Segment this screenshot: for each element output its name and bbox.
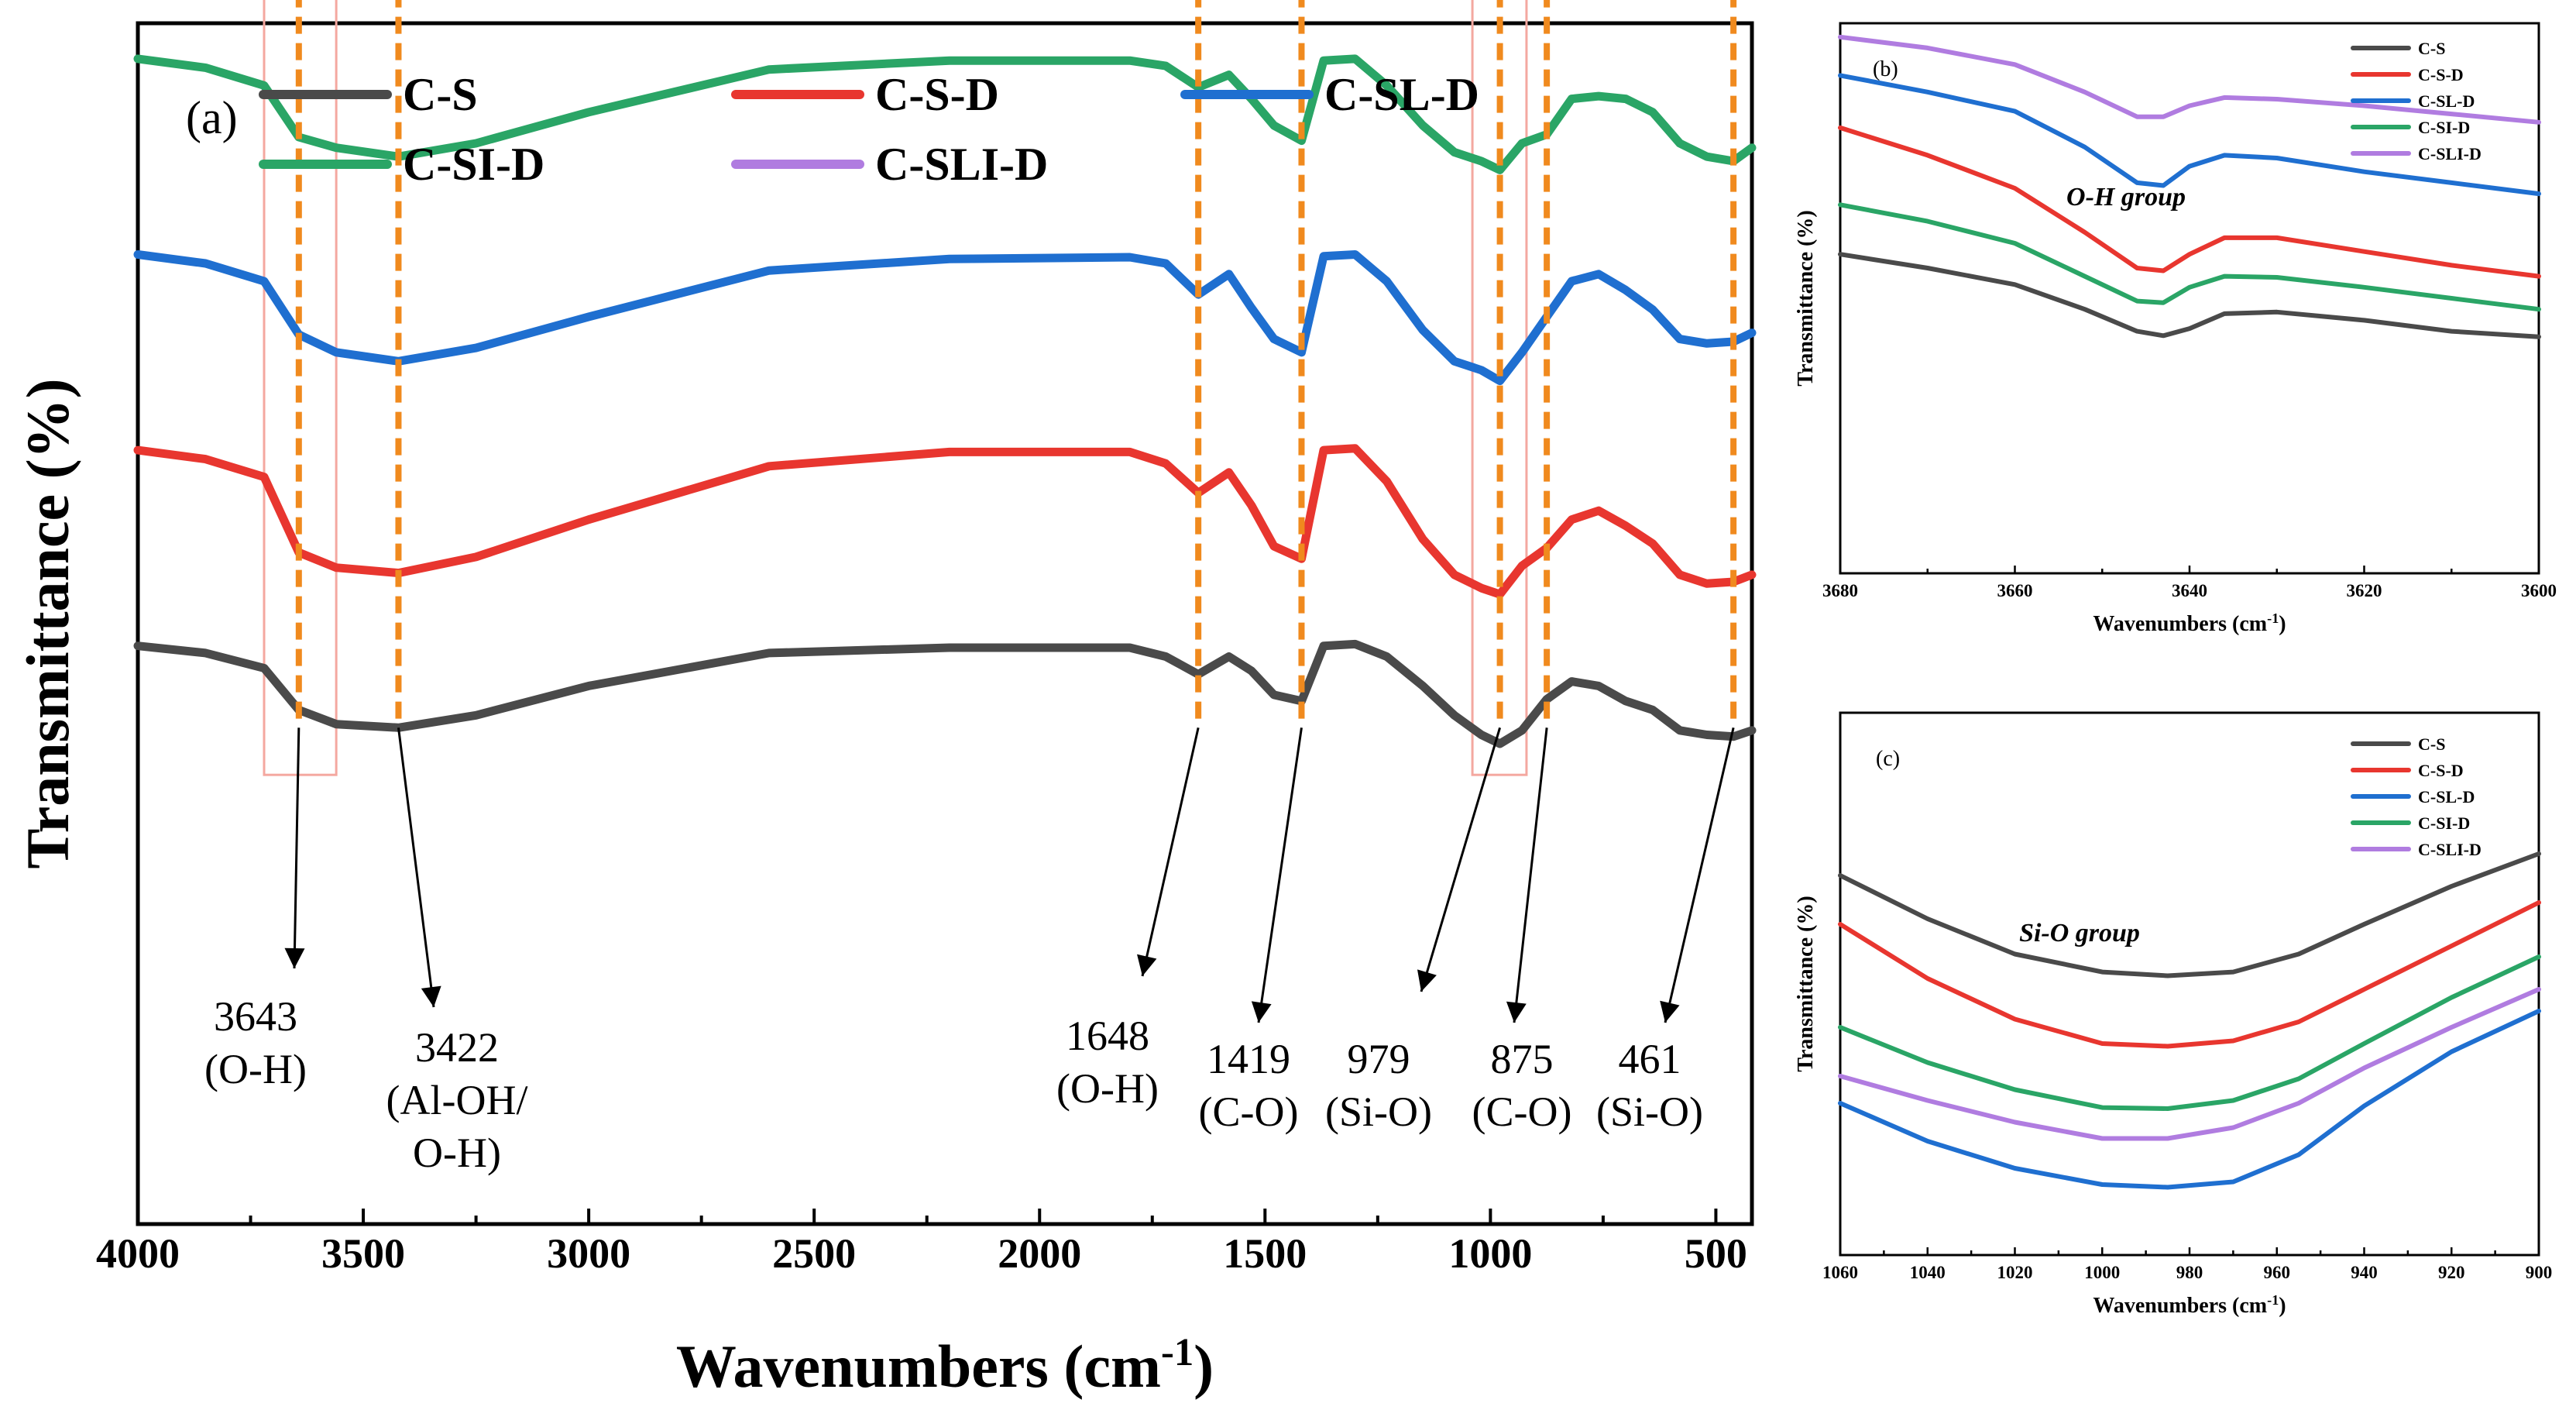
x-tick-label: 1040 <box>1910 1263 1946 1282</box>
panel-label-a: (a) <box>186 92 238 143</box>
panel-label-b: (b) <box>1873 57 1898 81</box>
legend-label: C-S <box>403 69 478 120</box>
x-tick-label: 2000 <box>998 1230 1081 1277</box>
x-tick-label: 3500 <box>321 1230 405 1277</box>
peak-wavenumber-label: 875 <box>1491 1036 1554 1082</box>
peak-wavenumber-label: 3422 <box>415 1024 499 1071</box>
x-tick-label: 960 <box>2264 1263 2291 1282</box>
annotation-arrow <box>397 727 435 1008</box>
x-tick-label: 3000 <box>547 1230 630 1277</box>
group-annotation: O-H group <box>2066 183 2186 212</box>
x-tick-label: 3680 <box>1822 581 1858 600</box>
panel-a: 4000 3500 3000 2500 2000 1500 1000 500 Wavenumbe… <box>14 0 1757 1400</box>
legend-label: C-S-D <box>875 69 999 120</box>
series-line-c-s <box>133 639 1757 748</box>
peak-wavenumber-label: 1419 <box>1207 1036 1290 1082</box>
legend-label: C-SI-D <box>2418 813 2470 833</box>
series-line-c-s-d <box>133 444 1757 599</box>
legend-label: C-S-D <box>2418 761 2464 780</box>
x-tick-label: 2500 <box>772 1230 856 1277</box>
peak-assignment-label: (Si-O) <box>1596 1088 1703 1135</box>
panel-label-c: (c) <box>1876 747 1900 771</box>
arrow-head-icon <box>1251 1001 1272 1023</box>
legend-label: C-SL-D <box>2418 91 2475 111</box>
arrow-head-icon <box>421 985 441 1007</box>
legend-label: C-S <box>2418 39 2445 58</box>
x-tick-label: 1020 <box>1997 1263 2033 1282</box>
arrow-head-icon <box>1660 1000 1680 1023</box>
x-tick-label: 1000 <box>1448 1230 1532 1277</box>
y-axis-label: Transmittance (%) <box>14 378 81 868</box>
annotation-arrow <box>1420 727 1502 992</box>
series-line-c-s <box>1838 851 2541 978</box>
peak-wavenumber-label: 979 <box>1348 1036 1410 1082</box>
peak-assignment-label: (C-O) <box>1199 1088 1299 1135</box>
highlight-box <box>263 0 338 776</box>
highlight-box <box>1471 0 1528 776</box>
x-tick-label: 3660 <box>1997 581 2033 600</box>
annotation-arrow <box>1141 727 1200 977</box>
peak-assignment-label: (Al-OH/ <box>386 1077 528 1123</box>
series-line-c-sl-d <box>133 250 1757 386</box>
legend-label: C-SI-D <box>403 139 544 190</box>
series-line-c-s-d <box>1838 900 2541 1049</box>
peak-wavenumber-label: 1648 <box>1066 1013 1149 1059</box>
annotation-arrow <box>1257 727 1303 1023</box>
x-tick-label: 3600 <box>2521 581 2557 600</box>
peak-assignment-label: (Si-O) <box>1325 1088 1432 1135</box>
legend-label: C-SL-D <box>2418 787 2475 806</box>
y-axis-label: Transmittance (%) <box>1794 896 1818 1071</box>
legend-label: C-SI-D <box>2418 118 2470 137</box>
panel-c: 1060 1040 1020 1000 980 960 940 920 900 Wavenumbe… <box>1794 711 2553 1318</box>
arrow-head-icon <box>1137 954 1157 976</box>
legend-label: C-SLI-D <box>875 139 1048 190</box>
legend-label: C-S <box>2418 734 2445 754</box>
x-tick-label: 3640 <box>2172 581 2207 600</box>
peak-assignment-label: (O-H) <box>204 1046 307 1092</box>
panel-b: 3680 3660 3640 3620 3600 Wavenumbers (cm-1) Tr… <box>1794 22 2557 636</box>
x-tick-label: 900 <box>2526 1263 2553 1282</box>
x-axis-label: Wavenumbers (cm-1) <box>2093 1292 2286 1318</box>
annotation-arrow <box>1513 727 1548 1023</box>
x-tick-label: 500 <box>1685 1230 1747 1277</box>
annotation-arrow <box>1664 727 1735 1023</box>
legend-label: C-S-D <box>2418 65 2464 84</box>
series-line-c-s-d <box>1838 125 2541 279</box>
x-tick-label: 1060 <box>1822 1263 1858 1282</box>
x-tick-label: 1000 <box>2084 1263 2120 1282</box>
annotation-arrow <box>293 727 301 969</box>
series-line-c-sli-d <box>1838 987 2541 1141</box>
legend-label: C-SL-D <box>1324 69 1479 120</box>
legend-label: C-SLI-D <box>2418 840 2482 859</box>
peak-assignment-label: (O-H) <box>1056 1065 1159 1112</box>
y-axis-label: Transmittance (%) <box>1794 210 1818 386</box>
x-tick-label: 980 <box>2176 1263 2203 1282</box>
peak-assignment-label: (C-O) <box>1472 1088 1572 1135</box>
x-axis-label: Wavenumbers (cm-1) <box>2093 610 2286 636</box>
x-tick-label: 3620 <box>2347 581 2382 600</box>
series-line-c-s <box>1838 252 2541 339</box>
series-line-c-si-d <box>133 54 1757 174</box>
series-line-c-sl-d <box>1838 73 2541 197</box>
x-tick-label: 940 <box>2351 1263 2378 1282</box>
arrow-head-icon <box>1417 969 1437 992</box>
x-axis-label: Wavenumbers (cm-1) <box>676 1330 1214 1400</box>
x-tick-label: 4000 <box>96 1230 180 1277</box>
series-line-c-si-d <box>1838 202 2541 312</box>
series-line-c-sli-d <box>1838 34 2541 125</box>
arrow-head-icon <box>284 947 305 968</box>
peak-wavenumber-label: 3643 <box>214 993 297 1040</box>
plot-frame-a <box>136 21 1754 1226</box>
x-tick-label: 920 <box>2438 1263 2465 1282</box>
peak-wavenumber-label: 461 <box>1619 1036 1681 1082</box>
x-tick-label: 1500 <box>1223 1230 1307 1277</box>
peak-assignment-label: O-H) <box>413 1130 501 1176</box>
series-line-c-sl-d <box>1838 1009 2541 1190</box>
legend-label: C-SLI-D <box>2418 144 2482 163</box>
arrow-head-icon <box>1506 1001 1527 1023</box>
group-annotation: Si-O group <box>2019 919 2140 947</box>
series-line-c-si-d <box>1838 954 2541 1111</box>
